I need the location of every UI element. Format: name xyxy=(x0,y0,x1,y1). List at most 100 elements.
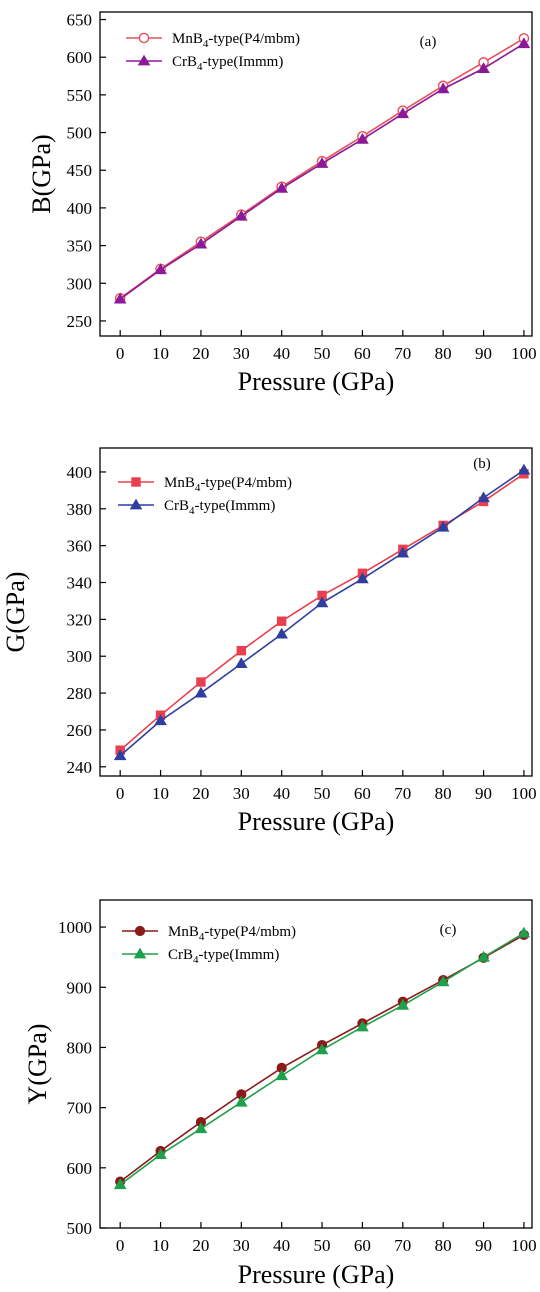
data-point xyxy=(194,686,208,698)
series-2 xyxy=(113,463,531,761)
data-point xyxy=(396,998,410,1010)
x-tick-label: 40 xyxy=(273,1236,290,1255)
x-tick-label: 0 xyxy=(116,1236,125,1255)
y-tick-label: 400 xyxy=(67,463,93,482)
series-line xyxy=(119,42,525,300)
legend-entry-label: MnB4-type(P4/mbm) xyxy=(168,924,296,943)
y-tick-label: 280 xyxy=(67,684,93,703)
legend-entry-label: MnB4-type(P4/mbm) xyxy=(164,475,292,494)
plot-frame xyxy=(99,899,533,1229)
x-tick-label: 10 xyxy=(152,344,169,363)
data-point xyxy=(517,926,531,938)
data-point xyxy=(196,677,206,687)
x-tick-label: 20 xyxy=(192,1236,209,1255)
panel-label: (a) xyxy=(420,34,437,50)
data-point xyxy=(194,237,208,249)
x-tick-label: 30 xyxy=(233,344,250,363)
data-point xyxy=(275,627,288,639)
data-point xyxy=(275,1069,288,1081)
data-point xyxy=(113,749,127,761)
x-tick-label: 60 xyxy=(354,344,371,363)
y-tick-label: 300 xyxy=(67,647,93,666)
x-tick-label: 80 xyxy=(435,784,452,803)
data-point xyxy=(236,645,247,656)
data-point xyxy=(113,292,127,304)
chart-panel-1: 0 10 20 30 40 50 60 70 80 90 100 250 300 350 400 450 500… xyxy=(27,11,537,396)
series-2 xyxy=(113,37,531,304)
x-tick-label: 10 xyxy=(152,1236,169,1255)
y-tick-label: 320 xyxy=(67,610,93,629)
x-tick-label: 70 xyxy=(394,784,411,803)
data-point xyxy=(356,132,369,144)
plot-frame xyxy=(99,447,533,777)
data-point xyxy=(315,1043,329,1055)
x-tick-label: 80 xyxy=(435,1236,452,1255)
y-tick-label: 340 xyxy=(67,574,93,593)
legend: MnB4-type(P4/mbm) CrB4-type(Immm) xyxy=(118,475,292,517)
y-tick-label: 400 xyxy=(67,199,93,218)
data-point xyxy=(315,596,329,608)
legend: MnB4-type(P4/mbm) CrB4-type(Immm) xyxy=(122,924,296,966)
x-tick-label: 90 xyxy=(475,1236,492,1255)
data-point xyxy=(436,975,450,987)
legend-marker xyxy=(133,947,147,959)
x-tick-label: 80 xyxy=(435,344,452,363)
data-point xyxy=(477,491,490,503)
x-axis-label: Pressure (GPa) xyxy=(238,807,395,836)
x-tick-label: 50 xyxy=(314,784,331,803)
y-tick-label: 250 xyxy=(67,312,93,331)
data-point xyxy=(276,616,287,626)
series-line xyxy=(119,932,525,1186)
data-point xyxy=(517,37,531,49)
data-point xyxy=(113,1178,127,1190)
data-point xyxy=(356,1020,369,1032)
data-point xyxy=(396,107,410,119)
panel-label: (c) xyxy=(440,922,457,938)
data-point xyxy=(235,209,248,221)
y-axis-label: B(GPa) xyxy=(27,134,56,213)
series-2 xyxy=(113,926,531,1190)
data-point xyxy=(315,157,329,168)
x-tick-label: 50 xyxy=(314,344,331,363)
y-axis-label: G(GPa) xyxy=(1,572,30,653)
y-tick-label: 350 xyxy=(67,237,93,256)
series-1 xyxy=(115,929,530,1187)
x-tick-label: 30 xyxy=(233,784,250,803)
data-point xyxy=(154,1148,167,1160)
x-axis-label: Pressure (GPa) xyxy=(238,367,395,396)
y-tick-label: 500 xyxy=(67,124,93,143)
y-tick-label: 900 xyxy=(67,978,93,997)
chart-panel-3: 0 10 20 30 40 50 60 70 80 90 100 500 600 700 800 900 100… xyxy=(23,899,537,1289)
panel-label: (b) xyxy=(473,456,491,472)
y-tick-label: 260 xyxy=(67,721,93,740)
data-point xyxy=(517,463,531,475)
data-point xyxy=(154,714,167,726)
y-tick-label: 380 xyxy=(67,500,93,519)
series-line xyxy=(119,473,525,751)
x-tick-label: 70 xyxy=(394,1236,411,1255)
y-tick-label: 650 xyxy=(67,11,93,30)
x-tick-label: 60 xyxy=(354,784,371,803)
x-tick-label: 100 xyxy=(511,1236,537,1255)
legend-entry-label: CrB4-type(Immm) xyxy=(172,54,283,73)
y-tick-label: 1000 xyxy=(58,918,92,937)
legend-entry-label: MnB4-type(P4/mbm) xyxy=(172,31,300,50)
data-point xyxy=(235,657,248,669)
x-tick-label: 0 xyxy=(116,784,125,803)
data-point xyxy=(436,82,450,94)
data-point xyxy=(356,572,369,584)
legend-marker xyxy=(134,925,146,937)
data-point xyxy=(154,263,167,275)
data-point xyxy=(436,520,450,532)
x-tick-label: 60 xyxy=(354,1236,371,1255)
legend-entry-label: CrB4-type(Immm) xyxy=(164,498,275,517)
y-tick-label: 450 xyxy=(67,161,93,180)
y-tick-label: 360 xyxy=(67,537,93,556)
data-point xyxy=(477,62,490,73)
legend-entry-label: CrB4-type(Immm) xyxy=(168,947,279,966)
plot-frame xyxy=(99,11,533,337)
y-tick-label: 800 xyxy=(67,1038,93,1057)
y-tick-label: 700 xyxy=(67,1099,93,1118)
y-tick-label: 600 xyxy=(67,1159,93,1178)
x-tick-label: 0 xyxy=(116,344,125,363)
